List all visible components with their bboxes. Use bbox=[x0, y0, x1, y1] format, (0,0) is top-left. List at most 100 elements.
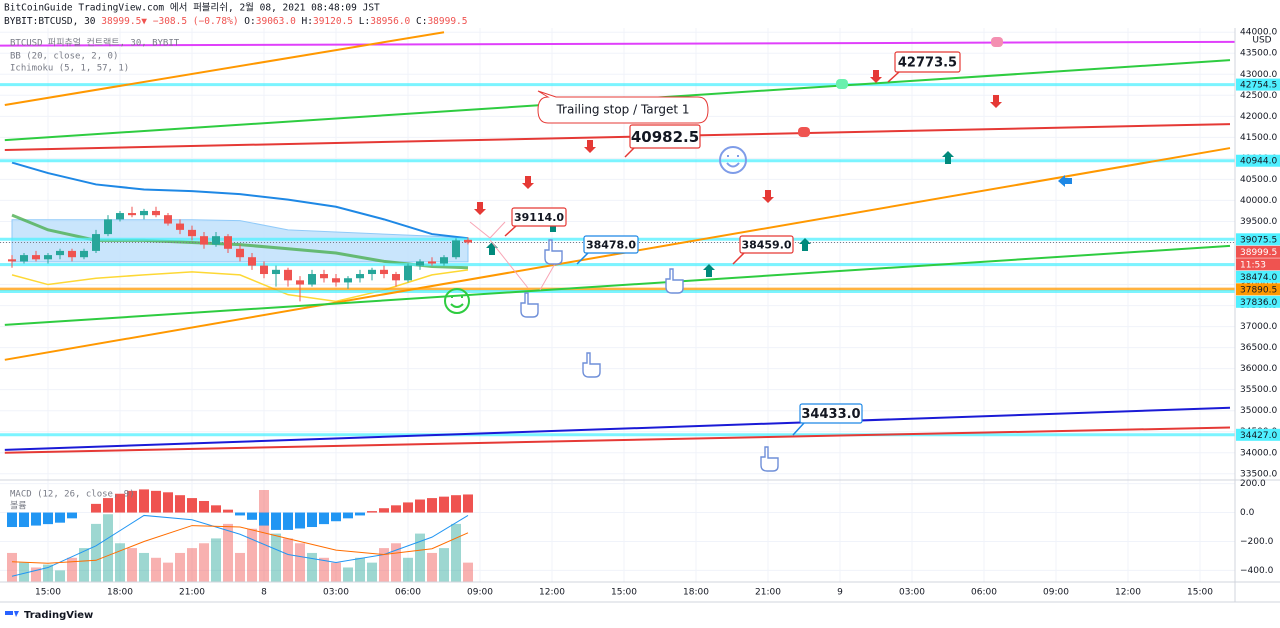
brand-logo bbox=[5, 611, 19, 617]
smiley-face bbox=[450, 296, 464, 308]
macd-histogram-bar bbox=[7, 512, 17, 528]
volume-bar bbox=[211, 538, 221, 582]
signal-line bbox=[11, 525, 469, 564]
callout-leader bbox=[887, 71, 900, 83]
volume-bar bbox=[139, 552, 149, 582]
price-tag-bg bbox=[1236, 295, 1280, 308]
macd-tick-label: 200.0 bbox=[1240, 479, 1266, 489]
price-tag: 40944.0 bbox=[1240, 157, 1277, 167]
price-tag: 42754.5 bbox=[1240, 81, 1277, 91]
macd-tick-label: −200.0 bbox=[1240, 537, 1274, 547]
callout-leader bbox=[624, 147, 635, 158]
candle-body bbox=[68, 250, 76, 258]
macd-histogram-bar bbox=[127, 490, 137, 513]
x-tick-label: 15:00 bbox=[611, 588, 637, 598]
callout-box bbox=[894, 51, 961, 73]
candle-body bbox=[140, 210, 148, 216]
candle-body bbox=[104, 219, 112, 235]
callout-text: 38459.0 bbox=[741, 239, 791, 252]
callout-text: 42773.5 bbox=[898, 56, 957, 71]
candle-body bbox=[200, 236, 208, 245]
candle-body bbox=[32, 255, 40, 260]
header-quote: BYBIT:BTCUSD, 30 38999.5▼ −308.5 (−0.78%… bbox=[4, 16, 468, 27]
macd-histogram-bar bbox=[103, 498, 113, 513]
trendline bbox=[4, 406, 1231, 451]
volume-bar bbox=[283, 538, 293, 582]
candle-body bbox=[212, 236, 220, 245]
candle-body bbox=[224, 236, 232, 249]
up-arrow-icon bbox=[799, 238, 811, 251]
candle-body bbox=[176, 223, 184, 230]
legend-volume: 볼륨 bbox=[10, 501, 27, 512]
ohlc-l: L: bbox=[359, 16, 370, 27]
macd-histogram-bar bbox=[463, 494, 473, 513]
macd-histogram-bar bbox=[319, 512, 329, 525]
callout-text: 39114.0 bbox=[514, 211, 564, 224]
macd-histogram-bar bbox=[355, 512, 365, 516]
y-tick-label: 34000.0 bbox=[1240, 448, 1277, 458]
volume-bar bbox=[223, 523, 233, 582]
macd-histogram-bar bbox=[307, 512, 317, 528]
y-tick-label: 35000.0 bbox=[1240, 406, 1277, 416]
macd-histogram-bar bbox=[271, 512, 281, 530]
macd-histogram-bar bbox=[211, 505, 221, 513]
ohlc-c: C: bbox=[416, 16, 427, 27]
price-tag: 37890.5 bbox=[1240, 285, 1277, 295]
volume-bar bbox=[391, 543, 401, 582]
ohlc-o-value: 39063.0 bbox=[256, 16, 296, 27]
macd-histogram-bar bbox=[139, 489, 149, 513]
currency: USD bbox=[1252, 36, 1271, 46]
drawing-line bbox=[489, 239, 529, 289]
volume-bar bbox=[31, 567, 41, 582]
price-tag: 38999.5 bbox=[1240, 248, 1277, 258]
candle-body bbox=[392, 274, 400, 281]
macd-histogram-bar bbox=[163, 492, 173, 513]
macd-histogram-bar bbox=[391, 505, 401, 513]
y-tick-label: 42500.0 bbox=[1240, 91, 1277, 101]
y-tick-label: 40500.0 bbox=[1240, 175, 1277, 185]
brand: TradingView bbox=[24, 610, 93, 621]
price-tag: 11:53 bbox=[1240, 260, 1266, 270]
volume-bar bbox=[175, 552, 185, 582]
left-arrow-icon bbox=[1058, 175, 1072, 187]
legend-bb: BB (20, close, 2, 0) bbox=[10, 52, 118, 62]
trendline bbox=[4, 147, 1231, 361]
macd-tick-label: −400.0 bbox=[1240, 566, 1274, 576]
y-tick-label: 39500.0 bbox=[1240, 217, 1277, 227]
change: −308.5 (−0.78%) bbox=[153, 16, 239, 27]
macd-histogram-bar bbox=[259, 512, 269, 526]
volume-bar bbox=[319, 557, 329, 582]
volume-bar bbox=[259, 490, 269, 582]
macd-histogram-bar bbox=[331, 512, 341, 522]
y-tick-label: 42000.0 bbox=[1240, 112, 1277, 122]
candle-body bbox=[440, 257, 448, 264]
y-tick-label: 40000.0 bbox=[1240, 196, 1277, 206]
candle-body bbox=[116, 213, 124, 220]
volume-bar bbox=[79, 548, 89, 582]
drawing-line bbox=[469, 221, 491, 239]
candle-body bbox=[44, 255, 52, 260]
drawing-line bbox=[489, 221, 506, 239]
indicator-line bbox=[11, 161, 469, 240]
y-tick-label: 33500.0 bbox=[1240, 469, 1277, 479]
volume-bar bbox=[199, 543, 209, 582]
volume-bar bbox=[463, 562, 473, 582]
volume-bar bbox=[355, 557, 365, 582]
candle-body bbox=[128, 213, 136, 216]
price-tag: 38474.0 bbox=[1240, 273, 1277, 283]
macd-tick-label: 0.0 bbox=[1240, 508, 1255, 518]
candle-body bbox=[92, 234, 100, 251]
macd-histogram-bar bbox=[283, 512, 293, 530]
hand-icon bbox=[544, 239, 563, 265]
x-tick-label: 18:00 bbox=[107, 588, 133, 598]
candle-body bbox=[464, 239, 472, 243]
x-tick-label: 03:00 bbox=[899, 588, 925, 598]
emoji-icon bbox=[836, 79, 848, 89]
trendline bbox=[0, 40, 1235, 47]
price-tag: 37836.0 bbox=[1240, 298, 1277, 308]
price-tag-bg bbox=[1236, 270, 1280, 283]
trendline bbox=[4, 31, 445, 106]
x-tick-label: 03:00 bbox=[323, 588, 349, 598]
volume-bar bbox=[67, 557, 77, 582]
candle-body bbox=[404, 265, 412, 281]
